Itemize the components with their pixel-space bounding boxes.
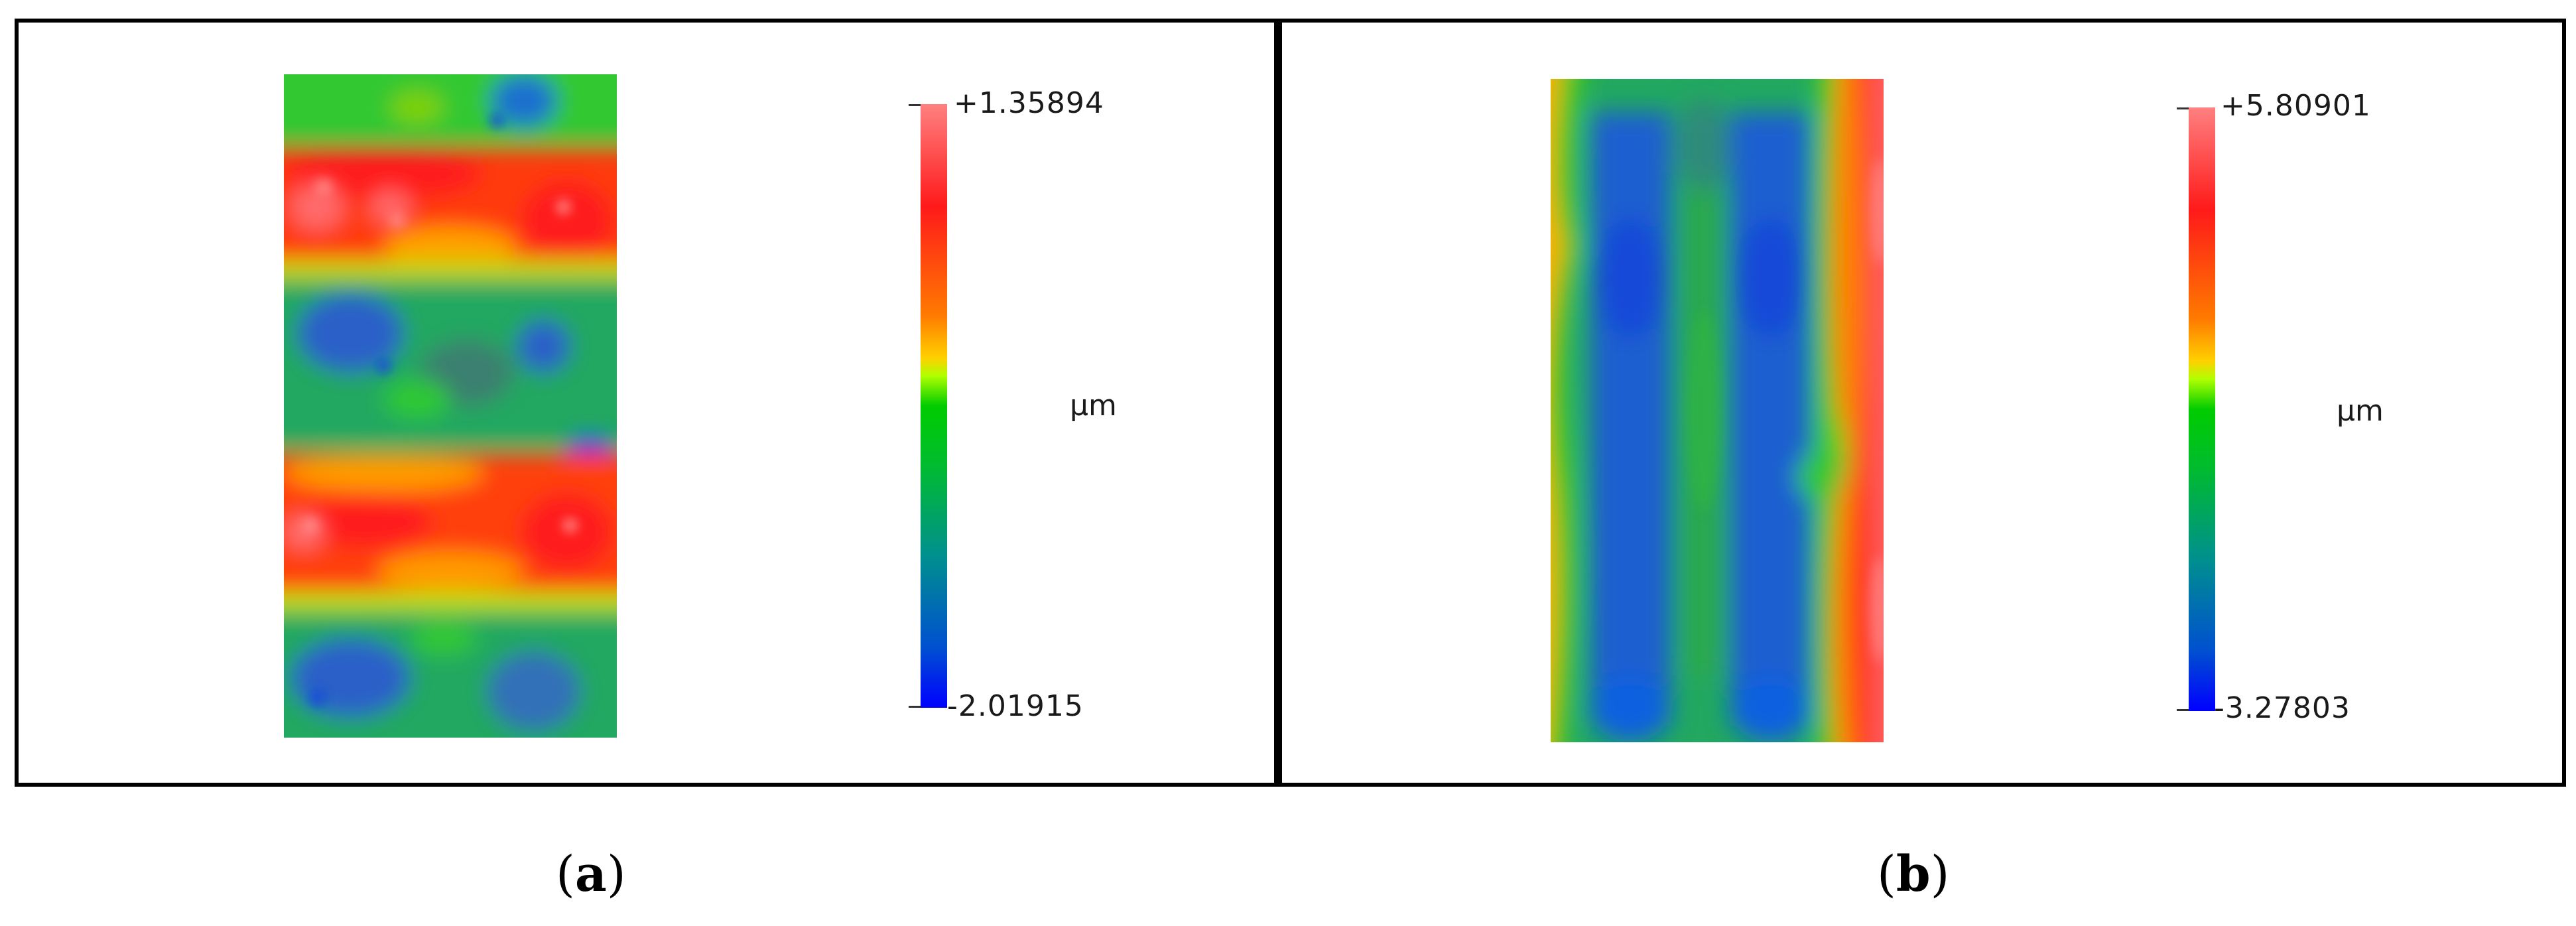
- colorbar-unit-a: µm: [1070, 389, 1117, 423]
- height-map-a: [284, 74, 617, 738]
- caption-a: (a): [556, 846, 626, 903]
- colorbar-a: [921, 104, 947, 708]
- panel-b: +5.80901 -3.27803 µm: [1278, 19, 2566, 787]
- panel-a: +1.35894 -2.01915 µm: [15, 19, 1278, 787]
- colorbar-max-label-a: +1.35894: [954, 86, 1104, 120]
- colorbar-max-label-b: +5.80901: [2221, 89, 2371, 123]
- caption-letter-a: a: [574, 846, 607, 903]
- caption-b: (b): [1877, 846, 1950, 903]
- colorbar-b: [2189, 107, 2215, 711]
- colorbar-min-label-b: -3.27803: [2214, 691, 2351, 725]
- caption-letter-b: b: [1896, 846, 1931, 903]
- colorbar-unit-b: µm: [2337, 394, 2384, 428]
- colorbar-tick-min-b: [2177, 709, 2189, 711]
- colorbar-tick-max-b: [2177, 107, 2189, 109]
- colorbar-tick-max-a: [909, 104, 921, 106]
- colorbar-min-label-a: -2.01915: [947, 689, 1084, 723]
- colorbar-tick-min-a: [909, 706, 921, 708]
- height-map-b: [1551, 79, 1884, 742]
